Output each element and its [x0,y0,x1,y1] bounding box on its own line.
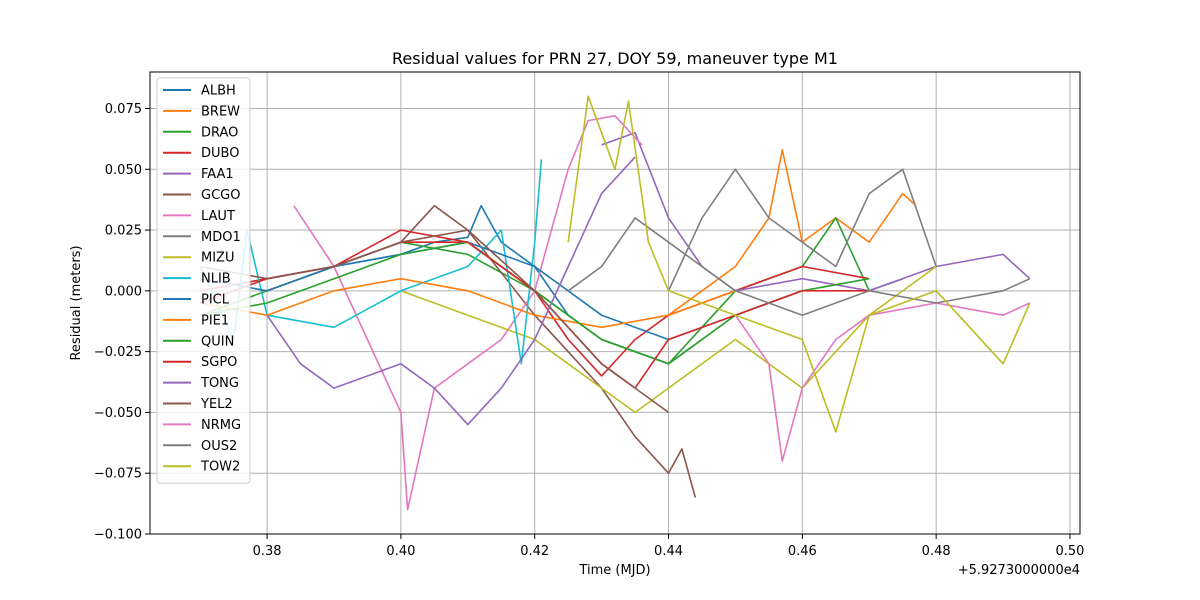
legend: ALBH BREW DRAO DUBO FAA1 GCGO LAUT MDO1 MIZU NLIB… [156,77,251,484]
legend-label: LAUT [201,209,235,224]
y-axis-ticks: −0.100 −0.075 −0.050 −0.025 0.000 0.025 0.050 0… [94,102,150,543]
legend-label: PIE1 [201,313,229,328]
series-line-laut [293,115,643,511]
series-line-pie1 [200,277,736,329]
legend-label: NLIB [201,272,231,287]
x-tick-label: 0.42 [520,544,549,559]
series-lines [199,95,1031,511]
x-tick-label: 0.44 [654,544,683,559]
plot-frame [149,71,1081,535]
series-line-nrmg [734,302,1031,462]
y-tick-label: −0.100 [94,528,142,543]
legend-label: TOW2 [200,460,240,475]
y-tick-label: −0.050 [94,406,142,421]
y-tick-label: −0.075 [94,467,142,482]
legend-label: TONG [200,376,239,391]
legend-label: ALBH [201,84,236,99]
y-tick-label: 0.050 [105,163,142,178]
legend-label: PICL [201,293,230,308]
legend-label: NRMG [201,418,241,433]
legend-label: DRAO [201,125,238,140]
series-line-ous2 [567,217,1031,317]
y-tick-label: 0.000 [105,284,142,299]
legend-label: BREW [201,104,240,119]
y-tick-label: 0.025 [105,224,142,239]
y-tick-label: 0.075 [105,102,142,117]
series-line-faa1 [601,132,1031,292]
legend-label: FAA1 [201,167,234,182]
legend-label: SGPO [201,355,237,370]
legend-label: MDO1 [201,230,241,245]
legend-label: DUBO [201,146,239,161]
x-tick-label: 0.40 [386,544,415,559]
legend-label: YEL2 [200,397,233,412]
legend-label: MIZU [201,251,234,266]
chart-title: Residual values for PRN 27, DOY 59, mane… [392,49,838,68]
series-line-mizu [400,265,937,414]
series-line-mdo1 [667,168,937,292]
y-axis-label: Residual (meters) [69,245,84,360]
x-axis-ticks: 0.38 0.40 0.42 0.44 0.46 0.48 0.50 [253,534,1084,559]
legend-label: GCGO [201,188,240,203]
x-tick-label: 0.46 [788,544,817,559]
series-line-yel2 [200,229,669,414]
series-line-tong [266,156,636,426]
x-tick-label: 0.48 [922,544,951,559]
x-tick-label: 0.38 [253,544,282,559]
x-tick-label: 0.50 [1055,544,1084,559]
series-line-tow2 [567,95,1031,433]
y-tick-label: −0.025 [94,345,142,360]
x-axis-label: Time (MJD) [578,563,650,578]
x-axis-offset-label: +5.9273000000e4 [958,563,1080,578]
legend-label: OUS2 [201,439,237,454]
legend-label: QUIN [201,334,234,349]
